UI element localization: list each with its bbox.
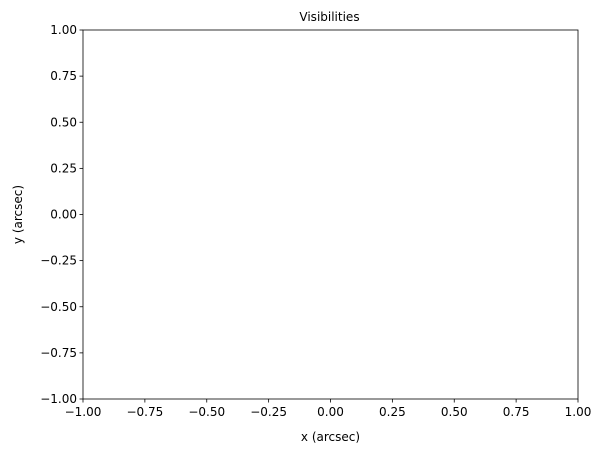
x-tick-label: 0.75 <box>503 405 530 419</box>
y-tick-label: −0.50 <box>40 300 77 314</box>
y-tick-label: 0.50 <box>50 115 77 129</box>
plot-area <box>82 29 579 400</box>
x-tick-label: 0.25 <box>379 405 406 419</box>
x-tick-label: 1.00 <box>565 405 592 419</box>
y-tick-label: 1.00 <box>50 23 77 37</box>
plot-background <box>83 30 578 399</box>
y-tick-label: 0.00 <box>50 208 77 222</box>
x-axis-label: x (arcsec) <box>301 430 360 444</box>
y-axis-ticks: 1.00 0.75 0.50 0.25 0.00 −0.25 −0.50 −0.75 −1.00 <box>40 23 83 406</box>
y-tick-label: −0.25 <box>40 254 77 268</box>
x-tick-label: −1.00 <box>65 405 102 419</box>
y-tick-label: −1.00 <box>40 392 77 406</box>
y-axis-label: y (arcsec) <box>11 185 25 244</box>
x-axis-ticks: −1.00 −0.75 −0.50 −0.25 0.00 0.25 0.50 0.75 1.00 <box>65 399 592 419</box>
y-tick-label: 0.75 <box>50 69 77 83</box>
x-tick-label: 0.50 <box>441 405 468 419</box>
chart-title: Visibilities <box>299 10 359 24</box>
x-tick-label: −0.75 <box>126 405 163 419</box>
x-tick-label: −0.25 <box>250 405 287 419</box>
y-tick-label: −0.75 <box>40 346 77 360</box>
x-tick-label: 0.00 <box>317 405 344 419</box>
x-tick-label: −0.50 <box>188 405 225 419</box>
y-tick-label: 0.25 <box>50 161 77 175</box>
